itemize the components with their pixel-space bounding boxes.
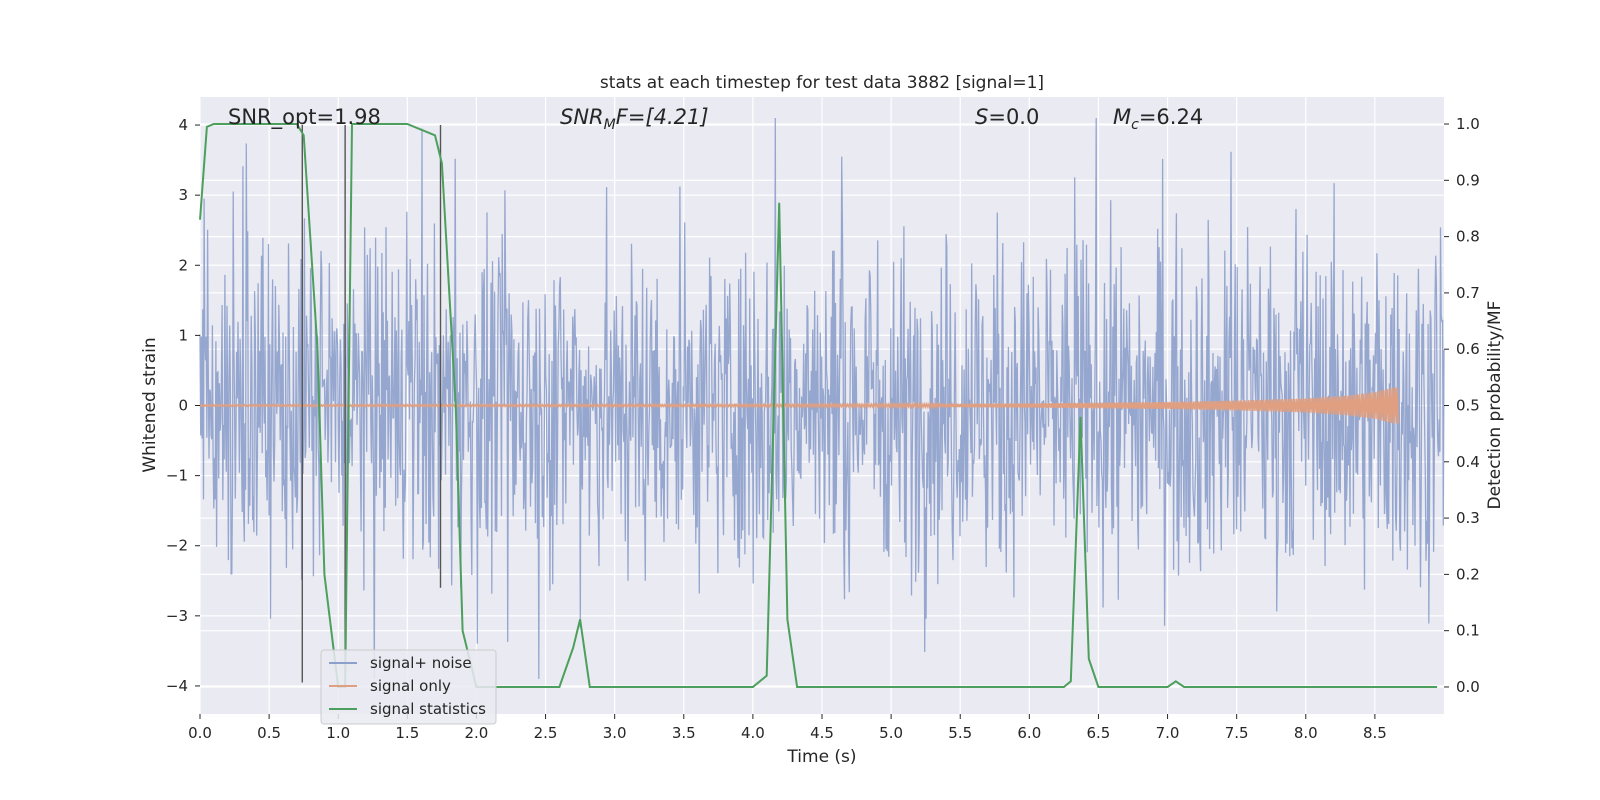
y-tick-label: 2 [178,256,188,274]
legend-label-signal-statistics: signal statistics [370,700,486,718]
signal-only-line [199,387,1399,424]
annotation-s-stat-value: =0.0 [988,105,1039,129]
x-tick-label: 6.0 [1017,724,1041,742]
y2-tick-label: 0.8 [1456,228,1480,246]
annotation-mc-value: =6.24 [1139,105,1203,129]
y-tick-label: 0 [178,397,188,415]
axes: 0.0 0.5 1.0 1.5 2.0 2.5 3.0 3.5 4.0 4.5 5.0 5.5 6.0 6… [166,115,1480,742]
x-tick-label: 1.5 [395,724,419,742]
y-tick-label: 4 [178,116,188,134]
x-tick-label: 2.5 [534,724,558,742]
legend-box [320,649,497,725]
series-signal-statistics [199,123,1438,688]
y2-tick-label: 0.6 [1456,340,1480,358]
x-tick-label: 1.0 [326,724,350,742]
annotation-snr-mf: SNRMF=[4.21] [560,105,709,133]
x-tick-label: 3.5 [672,724,696,742]
y-tick-label: −2 [166,537,188,555]
y-tick-label: −1 [166,467,188,485]
x-tick-label: 3.0 [603,724,627,742]
y2-tick-label: 0.1 [1456,622,1480,640]
y2-tick-label: 1.0 [1456,115,1480,133]
annotation-snr-mf-base: SNR [560,105,604,129]
y-tick-label: −3 [166,607,188,625]
annotation-mc-base: M [1113,105,1131,129]
x-tick-label: 5.0 [879,724,903,742]
x-tick-label: 0.5 [257,724,281,742]
annotations: SNR_opt=1.98 SNRMF=[4.21] S=0.0 Mc=6.24 [228,105,1203,133]
y2-tick-label: 0.4 [1456,453,1480,471]
y2-tick-label: 0.5 [1456,397,1480,415]
y2-axis-label: Detection probability/MF [1485,301,1505,510]
y2-tick-label: 0.0 [1456,678,1480,696]
x-tick-label: 8.5 [1363,724,1387,742]
x-tick-label: 4.0 [741,724,765,742]
legend-label-signal-only: signal only [370,677,451,695]
x-tick-label: 5.5 [948,724,972,742]
y2-tick-label: 0.3 [1456,509,1480,527]
legend-label-signal-noise: signal+ noise [370,654,472,672]
x-tick-label: 2.0 [465,724,489,742]
y2-tick-label: 0.9 [1456,171,1480,189]
x-tick-label: 0.0 [188,724,212,742]
y2-tick-label: 0.2 [1456,565,1480,583]
signal-statistics-line [199,123,1438,688]
series-signal-only [199,387,1399,424]
annotation-s-stat-symbol: S [975,105,988,129]
annotation-snr-opt: SNR_opt=1.98 [228,105,381,130]
y-tick-label: −4 [166,677,188,695]
x-tick-label: 7.0 [1156,724,1180,742]
annotation-mc-sub: c [1131,117,1139,133]
x-tick-label: 7.5 [1225,724,1249,742]
legend: signal+ noise signal only signal statist… [320,649,497,725]
annotation-mc: Mc=6.24 [1113,105,1203,133]
series-vertical-markers [301,125,442,683]
y-tick-label: 3 [178,186,188,204]
x-tick-label: 4.5 [810,724,834,742]
x-tick-label: 8.0 [1294,724,1318,742]
x-axis-label: Time (s) [786,747,856,767]
chart-title: stats at each timestep for test data 388… [600,73,1044,93]
y2-tick-label: 0.7 [1456,284,1480,302]
y-axis-label: Whitened strain [140,337,160,472]
y-tick-label: 1 [178,326,188,344]
annotation-s-stat: S=0.0 [975,105,1039,129]
x-tick-label: 6.5 [1087,724,1111,742]
annotation-snr-mf-sub: M [604,117,616,133]
annotation-snr-mf-tail: F=[4.21] [616,105,709,129]
